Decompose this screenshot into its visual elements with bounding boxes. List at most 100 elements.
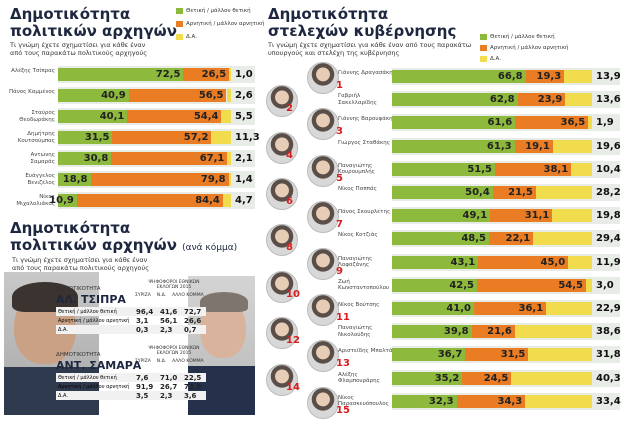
data-label-dk: 2,1: [235, 153, 253, 164]
leaders-subtitle: Τι γνώμη έχετε σχηματίσει για κάθε έναν …: [10, 41, 180, 57]
data-label-negative: 45,0: [540, 256, 566, 268]
legend-label: Δ.Α.: [186, 34, 198, 40]
bar-negative: [477, 278, 586, 292]
rank-number: 13: [336, 358, 350, 370]
chart-row: Γιάννης Βαρουφάκης 61,6 36,5 1,9: [330, 114, 625, 132]
category-label: Πάνος Καμμένος: [8, 89, 55, 95]
chart-row: Γιώργος Σταθάκης 61,3 19,1 19,6: [330, 137, 625, 155]
minister-photo: [307, 62, 339, 94]
party-title-line2: πολιτικών αρχηγών: [10, 236, 177, 254]
bar-positive: [58, 173, 91, 186]
category-label: Παναγιώτης Νικολούδης: [338, 325, 373, 338]
rank-number: 10: [286, 288, 300, 300]
data-label-positive: 43,1: [450, 256, 476, 268]
bar-dk: [229, 68, 231, 81]
cell: 2,3: [160, 391, 173, 400]
tsipras-name: ΑΛ. ΤΣΙΠΡΑ: [56, 293, 126, 306]
minister-photo: [266, 363, 298, 396]
data-label-positive: 10,9: [49, 195, 74, 206]
category-label: Γιάννης Δραγασάκης: [338, 70, 396, 76]
chart-row: Αλέξης Φλαμπουράρης 35,2 24,5 40,3: [330, 369, 625, 387]
gov-subtitle-line1: Τι γνώμη έχετε σχηματίσει για κάθε έναν …: [268, 41, 472, 49]
bar-dk: [228, 173, 231, 186]
data-label-negative: 31,5: [500, 349, 526, 361]
legend-label: Αρνητική / μάλλον αρνητική: [186, 21, 265, 27]
data-label-dk: 2,6: [235, 90, 253, 101]
chart-row: Νίκος Κοτζιάς 48,5 22,1 29,4: [330, 230, 625, 248]
col-header: ΣΥΡΙΖΑ: [135, 293, 151, 298]
bar-positive: [58, 131, 113, 144]
rank-number: 1: [336, 80, 343, 91]
category-label: Αλέξης Τσίπρας: [11, 68, 55, 74]
bar-negative: [456, 394, 526, 408]
bar-dk: [226, 89, 231, 102]
bar-negative: [478, 255, 569, 269]
chart-row: Αριστείδης Μπαλτάς 36,7 31,5 31,8: [330, 346, 625, 364]
data-label-dk: 11,3: [235, 132, 260, 143]
category-label: Παναγιώτης Κουρουμπλής: [338, 162, 375, 176]
bar-dk: [552, 209, 592, 223]
category-label: Νίκος Παππάς: [338, 186, 377, 192]
cell: 96,4: [136, 307, 154, 316]
bar-dk: [222, 194, 231, 207]
cell: 56,1: [160, 316, 178, 325]
samaras-heading: ΔΗΜΟΤΙΚΟΤΗΤΑ: [56, 352, 101, 358]
rank-number: 2: [286, 103, 293, 115]
cell: 3,1: [136, 316, 149, 325]
rank-number: 5: [336, 172, 343, 184]
bar-dk: [514, 325, 592, 339]
bar-dk: [525, 394, 592, 408]
chart-row: Πάνος Σκουρλέτης 49,1 31,1 19,8: [330, 207, 625, 225]
tsipras-values-table: Θετική / μάλλον θετική 96,4 41,6 72,7 Αρνητ…: [56, 307, 206, 334]
chart-row: Παναγιώτης Κουρουμπλής 51,5 38,1 10,4: [330, 160, 625, 178]
party-subtitle-line2: από τους παρακάτω πολιτικούς αρχηγούς: [12, 264, 150, 272]
bar-positive: [392, 302, 474, 315]
category-label: Νίκος Κοτζιάς: [338, 232, 378, 239]
data-label-negative: 22,1: [505, 233, 531, 245]
bar-dk: [535, 186, 592, 199]
data-label-negative: 56,5: [198, 90, 224, 101]
bar-negative: [495, 162, 572, 176]
legend-swatch-dk: [176, 34, 183, 40]
bar-dk: [511, 371, 592, 385]
data-label-positive: 18,8: [62, 174, 88, 185]
chart-row: Ζωή Κωνσταντοπούλου 42,5 54,5 3,0: [330, 276, 625, 294]
minister-photo: [266, 131, 298, 164]
data-label-negative: 23,9: [537, 94, 563, 106]
samaras-name: ΑΝΤ. ΣΑΜΑΡΑ: [56, 359, 142, 372]
chart-row: Παναγιώτης Λαφαζάνης 43,1 45,0 11,9: [330, 253, 625, 271]
row-label: Δ.Α.: [58, 326, 69, 333]
bar-dk: [586, 278, 592, 292]
data-label-dk: 4,7: [235, 195, 253, 206]
cell: 26,6: [184, 316, 202, 325]
legend-swatch-negative: [480, 45, 487, 51]
table-row: Δ.Α. 0,3 2,3 0,7: [56, 325, 206, 334]
rank-number: 14: [286, 381, 300, 393]
samaras-photo: [188, 276, 255, 415]
minister-photo: [266, 224, 298, 257]
data-label-positive: 61,3: [486, 140, 512, 152]
legend-dk: Δ.Α.: [480, 56, 501, 62]
rank-number: 6: [286, 196, 293, 207]
cell: 2,3: [160, 325, 173, 334]
minister-photo: [266, 270, 298, 303]
bar-negative: [127, 110, 222, 123]
minister-photo: [307, 201, 339, 234]
bar-negative: [492, 186, 536, 199]
bar-positive: [392, 162, 495, 176]
legend-swatch-positive: [176, 8, 183, 14]
data-label-dk: 13,6: [596, 94, 621, 106]
data-label-positive: 48,5: [461, 233, 486, 245]
data-label-positive: 35,2: [434, 372, 460, 384]
data-label-positive: 66,8: [497, 71, 523, 82]
bar-negative: [128, 89, 227, 102]
category-label: Νίκος Παρασκευόπουλος: [338, 394, 389, 408]
legend-positive: Θετική / μάλλον θετική: [480, 34, 555, 40]
bar-dk: [588, 116, 592, 130]
chart-row: Νίκος Μιχαλολιάκος 10,9 84,4 4,7: [8, 192, 258, 209]
data-label-dk: 40,3: [596, 372, 621, 384]
bar-dk: [227, 152, 231, 165]
col-header: Ν.Δ.: [156, 293, 167, 298]
data-label-negative: 31,1: [524, 210, 550, 222]
tsipras-heading: ΔΗΜΟΤΙΚΟΤΗΤΑ: [56, 286, 101, 292]
